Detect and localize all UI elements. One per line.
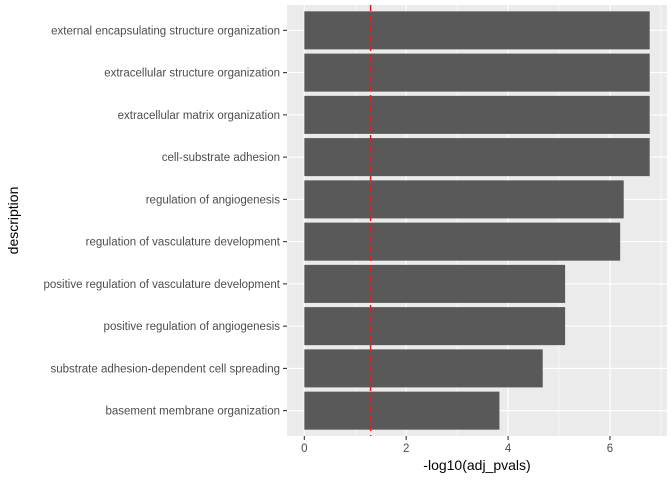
y-tick-label: external encapsulating structure organiz…	[51, 25, 280, 37]
y-tick-label: extracellular matrix organization	[118, 110, 280, 122]
y-tick-label: substrate adhesion-dependent cell spread…	[50, 363, 280, 375]
bars	[304, 11, 650, 430]
y-tick-label: cell-substrate adhesion	[162, 152, 280, 164]
y-tick-label: regulation of angiogenesis	[146, 194, 281, 206]
bar	[304, 180, 624, 219]
x-tick-label: 6	[607, 443, 613, 455]
x-axis-title: -log10(adj_pvals)	[423, 457, 530, 473]
x-tick-label: 2	[403, 443, 409, 455]
y-tick-label: regulation of vasculature development	[86, 237, 281, 249]
bar	[304, 349, 543, 388]
bar	[304, 53, 650, 92]
bar	[304, 11, 650, 50]
x-tick-label: 4	[505, 443, 512, 455]
y-tick-label: extracellular structure organization	[104, 68, 280, 80]
y-axis-title: description	[5, 187, 21, 255]
y-tick-label: basement membrane organization	[105, 406, 280, 418]
bar	[304, 391, 500, 430]
x-axis-ticks: 0 2 4 6	[301, 436, 613, 455]
bar	[304, 138, 650, 177]
bar	[304, 307, 566, 346]
y-axis-ticks: external encapsulating structure organiz…	[43, 25, 287, 418]
y-tick-label: positive regulation of angiogenesis	[104, 321, 281, 333]
y-tick-label: positive regulation of vasculature devel…	[43, 279, 280, 291]
bar	[304, 264, 566, 303]
x-tick-label: 0	[301, 443, 307, 455]
bar	[304, 222, 621, 261]
bar	[304, 95, 650, 134]
